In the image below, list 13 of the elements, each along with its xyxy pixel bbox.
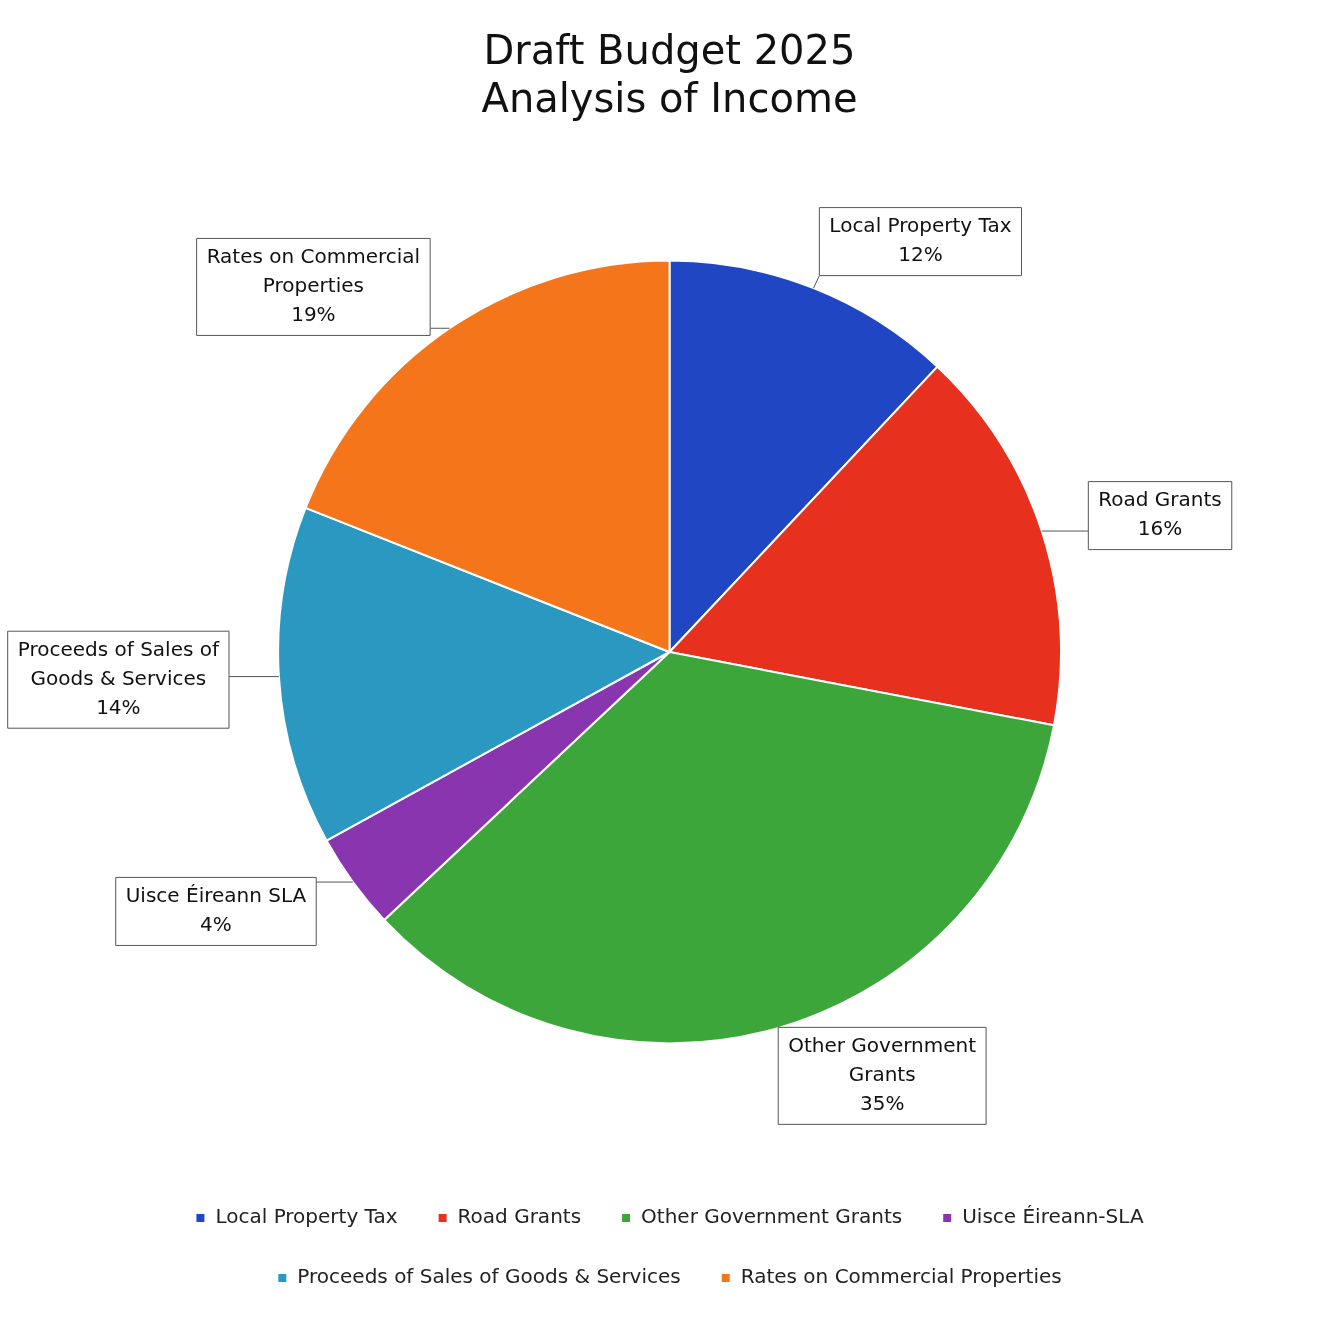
data-label: Road Grants 16%: [1098, 487, 1222, 541]
chart-title: Draft Budget 2025 Analysis of Income: [481, 27, 858, 122]
legend-label: Local Property Tax: [215, 1204, 398, 1229]
legend-label: Uisce Éireann-SLA: [962, 1204, 1144, 1229]
data-label: Other Government Grants 35%: [788, 1033, 977, 1116]
legend-label: Proceeds of Sales of Goods & Services: [297, 1264, 681, 1289]
data-label: Proceeds of Sales of Goods & Services 14%: [17, 636, 220, 719]
data-label: Rates on Commercial Properties 19%: [206, 244, 421, 327]
legend-label: Other Government Grants: [641, 1204, 903, 1229]
data-label: Local Property Tax 12%: [829, 213, 1012, 267]
legend-label: Rates on Commercial Properties: [740, 1264, 1062, 1289]
data-label: Uisce Éireann SLA 4%: [125, 883, 307, 937]
legend-label: Road Grants: [457, 1204, 582, 1229]
